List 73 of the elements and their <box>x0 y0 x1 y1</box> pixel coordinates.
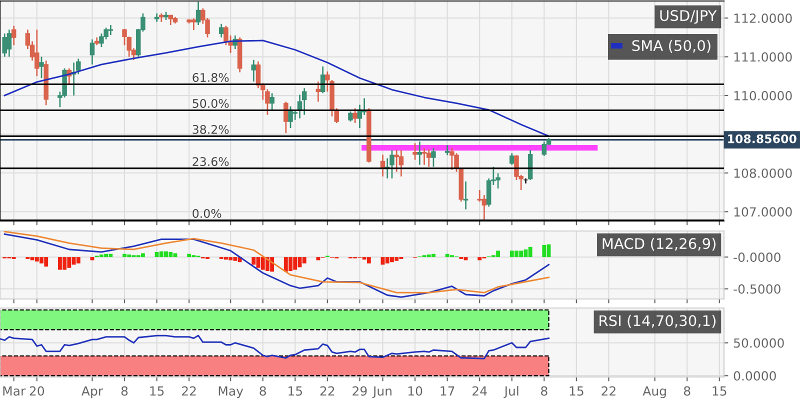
candlestick <box>509 152 514 166</box>
candlestick <box>284 101 288 134</box>
x-tick-label: 8 <box>121 386 128 396</box>
chart-title: RSI (14,70,30,1) <box>600 314 716 328</box>
candlestick <box>302 87 307 116</box>
candlestick <box>270 92 274 111</box>
x-tick-label: 17 <box>440 386 454 396</box>
x-tick-label: 8 <box>684 386 690 396</box>
candlestick <box>352 108 358 124</box>
x-tick-label: May <box>218 386 244 398</box>
candlestick <box>390 149 394 180</box>
x-tick-label: 8 <box>260 386 266 396</box>
candlestick <box>316 80 321 102</box>
ref-line-label: 50.0% <box>192 99 229 108</box>
x-tick-label: 15 <box>150 386 164 396</box>
x-tick-label: 22 <box>602 386 616 396</box>
bar <box>76 257 80 264</box>
bar <box>187 254 192 258</box>
bar <box>140 253 145 258</box>
x-tick-label: 15 <box>288 386 302 396</box>
bar <box>252 257 256 265</box>
x-tick-label: Jun <box>372 386 392 398</box>
candlestick <box>196 1 201 26</box>
candlestick <box>11 25 16 46</box>
y-tick-label: 112.0000 <box>734 14 792 23</box>
x-tick-label: Mar <box>3 386 26 396</box>
y-tick-label: 0.0000 <box>734 371 776 381</box>
candlestick <box>542 140 547 157</box>
x-tick-label: Jul <box>504 386 518 398</box>
candlestick <box>39 56 44 79</box>
ref-line-label: 23.6% <box>192 157 229 166</box>
bar <box>542 244 546 258</box>
x-tick-label: 15 <box>712 386 726 396</box>
chart-title: MACD (12,26,9) <box>602 238 716 251</box>
candlestick <box>422 147 427 166</box>
x-tick-label: 22 <box>182 386 196 396</box>
legend-label: SMA (50,0) <box>632 40 710 53</box>
candlestick <box>444 144 450 156</box>
x-tick-label: Aug <box>642 386 666 398</box>
ref-line-label: 38.2% <box>192 124 229 134</box>
candlestick <box>218 23 224 38</box>
candlestick <box>251 59 256 82</box>
y-tick-label: 107.0000 <box>734 207 792 217</box>
bar <box>478 257 482 260</box>
text: USD/JPY <box>660 10 717 24</box>
candlestick <box>417 140 422 166</box>
line-series <box>4 40 550 137</box>
y-tick-label: 108.0000 <box>734 168 792 178</box>
candlestick <box>412 142 418 160</box>
bar <box>302 257 306 264</box>
ref-line-label: 0.0% <box>192 209 222 218</box>
y-tick-label: 50.0000 <box>734 338 784 348</box>
x-tick-label: 8 <box>541 386 548 396</box>
x-tick-label: 10 <box>408 386 422 396</box>
y-tick-label: 111.0000 <box>734 52 792 62</box>
candlestick <box>431 147 436 168</box>
annotation: 108.85600 <box>728 134 796 144</box>
candlestick <box>426 148 432 168</box>
candlestick <box>463 180 468 210</box>
x-tick-label: 24 <box>472 386 487 396</box>
candlestick <box>90 38 95 66</box>
y-tick-label: -0.5000 <box>734 284 780 294</box>
x-tick-label: 22 <box>320 386 334 396</box>
x-tick-label: 29 <box>352 386 367 396</box>
x-tick-label: Apr <box>82 386 104 398</box>
y-tick-label: 110.0000 <box>734 90 792 100</box>
x-tick-label: 15 <box>570 386 584 396</box>
candlestick <box>348 110 353 122</box>
x-tick-label: 20 <box>30 386 44 396</box>
line-series <box>0 334 550 360</box>
bar <box>366 257 371 264</box>
ref-line-label: 61.8% <box>192 73 229 82</box>
y-tick-label: -0.0000 <box>734 252 780 262</box>
